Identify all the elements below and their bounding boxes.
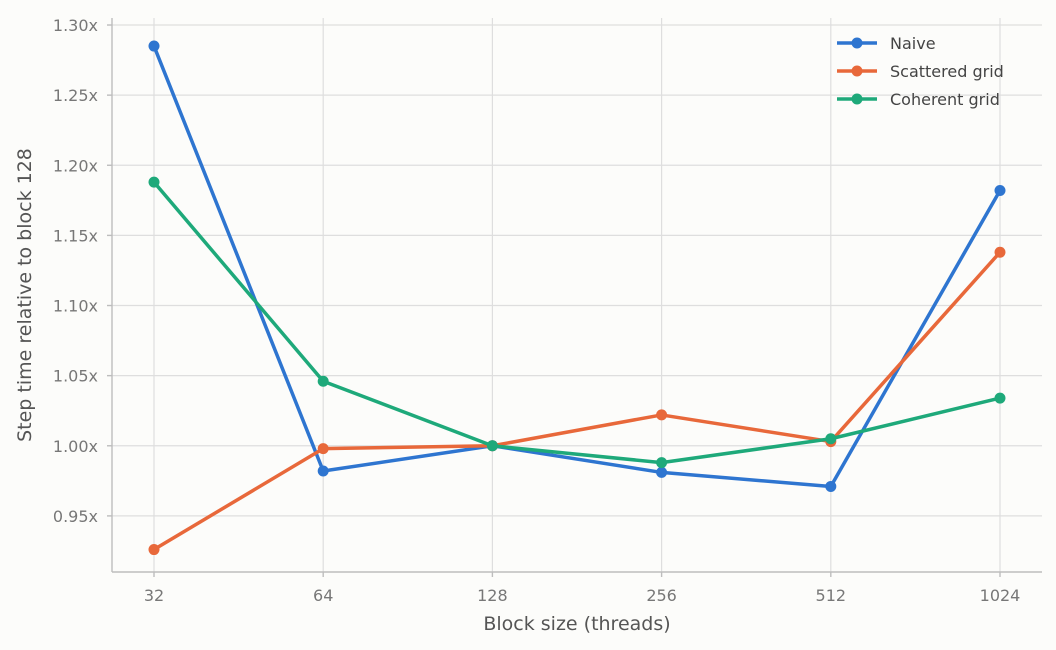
legend-swatch-marker [851,65,863,77]
legend-swatch-marker [851,37,863,49]
data-point-coherent-grid [486,440,498,452]
data-point-scattered-grid [148,544,160,556]
data-point-coherent-grid [317,375,329,387]
series-line-coherent-grid [152,180,1002,465]
y-tick-label: 1.25x [53,86,98,105]
data-point-naive [994,185,1006,197]
data-point-scattered-grid [317,443,329,455]
legend-label: Scattered grid [890,62,1004,81]
y-tick-labels: 0.95x 1.00x 1.05x 1.10x 1.15x 1.20x 1.25x 1.30x [53,16,98,526]
data-point-coherent-grid [825,433,837,445]
y-axis-title: Step time relative to block 128 [14,148,36,442]
legend-label: Naive [890,34,936,53]
axes [111,18,1042,573]
series-line-scattered-grid [152,250,1002,552]
data-point-coherent-grid [148,176,160,188]
data-point-naive [825,480,837,492]
data-point-coherent-grid [994,392,1006,404]
legend-item-scattered-grid: Scattered grid [837,62,1004,81]
x-tick-label: 1024 [980,586,1021,605]
series [148,40,1006,556]
legend-label: Coherent grid [890,90,1000,109]
series-coherent-grid [148,176,1006,469]
data-point-naive [317,465,329,477]
x-tick-label: 32 [144,586,164,605]
legend: Naive Scattered grid Coherent grid [837,34,1004,109]
data-point-scattered-grid [656,409,668,421]
series-line-naive [152,44,1002,489]
y-tick-label: 1.30x [53,16,98,35]
y-tick-label: 1.15x [53,226,98,245]
y-tick-label: 1.10x [53,297,98,316]
legend-item-coherent-grid: Coherent grid [837,90,1000,109]
x-tick-label: 64 [313,586,333,605]
y-tick-label: 1.20x [53,156,98,175]
x-tick-label: 256 [646,586,677,605]
legend-swatch-marker [851,93,863,105]
x-tick-label: 512 [816,586,847,605]
y-tick-label: 1.05x [53,367,98,386]
y-tick-label: 1.00x [53,437,98,456]
data-point-naive [148,40,160,52]
series-naive [148,40,1006,492]
data-point-scattered-grid [994,246,1006,258]
y-tick-label: 0.95x [53,507,98,526]
series-scattered-grid [148,246,1006,556]
data-point-naive [656,466,668,478]
legend-item-naive: Naive [837,34,936,53]
grid [107,18,1042,577]
data-point-coherent-grid [656,457,668,469]
x-tick-labels: 32 64 128 256 512 1024 [144,586,1021,605]
x-axis-title: Block size (threads) [483,613,670,635]
x-tick-label: 128 [477,586,508,605]
